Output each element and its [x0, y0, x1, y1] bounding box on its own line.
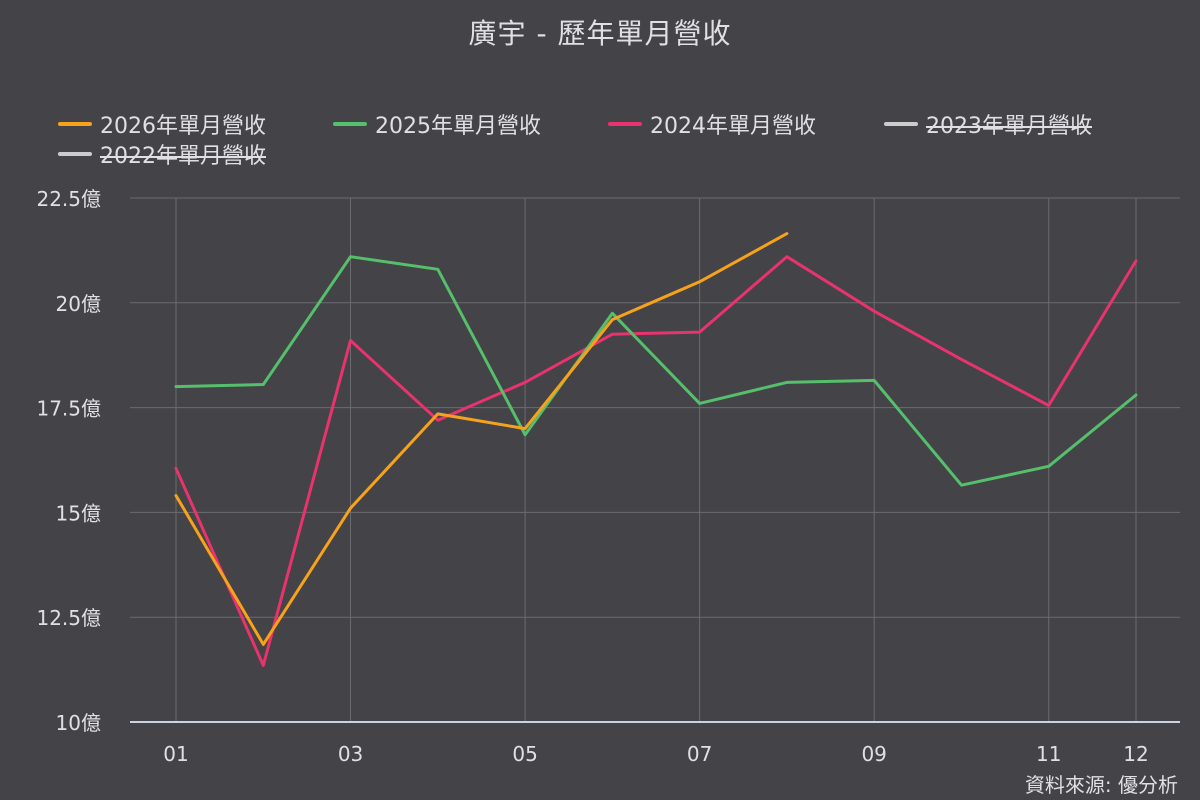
- legend-label: 2025年單月營收: [375, 114, 541, 139]
- x-tick-label: 12: [1123, 742, 1148, 766]
- data-source-credit: 資料來源: 優分析: [1024, 773, 1178, 797]
- legend-item[interactable]: 2024年單月營收: [608, 108, 816, 140]
- legend-label: 2022年單月營收: [100, 144, 266, 169]
- series-line-2024年單月營收: [174, 255, 1138, 667]
- x-tick-label: 03: [338, 742, 363, 766]
- series-line-2026年單月營收: [174, 232, 789, 646]
- x-tick-label: 05: [512, 742, 537, 766]
- legend-label: 2023年單月營收: [926, 114, 1092, 139]
- x-tick-label: 09: [861, 742, 886, 766]
- legend-label: 2024年單月營收: [650, 114, 816, 139]
- y-tick-label: 15億: [56, 501, 101, 525]
- legend-label: 2026年單月營收: [100, 114, 266, 139]
- chart-title: 廣宇 - 歷年單月營收: [468, 17, 732, 50]
- legend-swatch: [608, 122, 642, 126]
- legend-item[interactable]: 2022年單月營收: [58, 138, 266, 170]
- y-tick-label: 22.5億: [36, 187, 101, 211]
- y-tick-label: 10億: [56, 711, 101, 735]
- legend-swatch: [884, 122, 918, 126]
- x-tick-label: 11: [1036, 742, 1061, 766]
- legend-item[interactable]: 2023年單月營收: [884, 108, 1092, 140]
- x-tick-label: 07: [687, 742, 712, 766]
- legend-swatch: [58, 122, 92, 126]
- legend-swatch: [58, 152, 92, 156]
- legend-swatch: [333, 122, 367, 126]
- legend-item[interactable]: 2025年單月營收: [333, 108, 541, 140]
- series-line-2025年單月營收: [174, 255, 1138, 487]
- y-tick-label: 12.5億: [36, 606, 101, 630]
- y-tick-label: 20億: [56, 292, 101, 316]
- y-tick-label: 17.5億: [36, 397, 101, 421]
- x-tick-label: 01: [163, 742, 188, 766]
- legend-item[interactable]: 2026年單月營收: [58, 108, 266, 140]
